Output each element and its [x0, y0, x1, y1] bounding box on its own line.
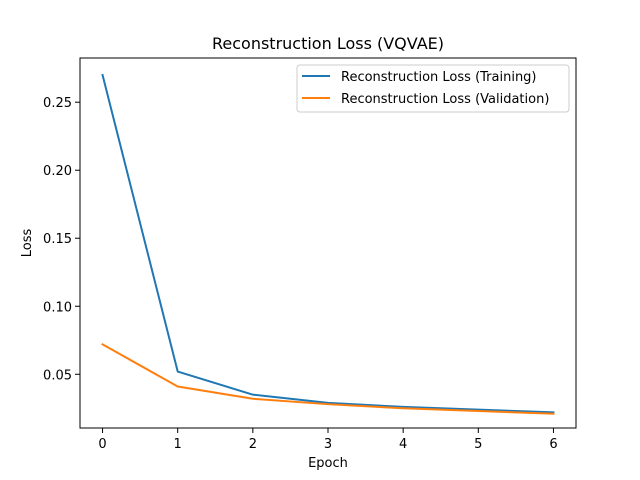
y-tick-label: 0.10	[43, 300, 72, 315]
x-tick-label: 3	[324, 437, 332, 452]
y-tick-label: 0.20	[43, 164, 72, 179]
chart-title: Reconstruction Loss (VQVAE)	[212, 34, 444, 53]
x-tick-label: 6	[549, 437, 557, 452]
legend-label: Reconstruction Loss (Validation)	[341, 92, 549, 107]
legend-box	[296, 64, 570, 113]
x-tick-label: 4	[399, 437, 407, 452]
x-axis: 0 1 2 3 4 5 6	[98, 428, 558, 452]
y-axis: 0.05 0.10 0.15 0.20 0.25	[43, 96, 80, 383]
legend-label: Reconstruction Loss (Training)	[341, 70, 537, 85]
x-axis-label: Epoch	[308, 456, 348, 471]
series-layer	[101, 73, 555, 415]
y-tick-label: 0.05	[43, 368, 72, 383]
x-tick-label: 0	[98, 437, 106, 452]
series-line-training	[101, 73, 555, 414]
legend: Reconstruction Loss (Training) Reconstruc…	[296, 64, 570, 113]
series-line-validation	[101, 342, 555, 415]
y-tick-label: 0.25	[43, 96, 72, 111]
x-tick-label: 5	[474, 437, 482, 452]
y-tick-label: 0.15	[43, 232, 72, 247]
y-axis-label: Loss	[20, 229, 35, 258]
x-tick-label: 1	[174, 437, 182, 452]
x-tick-label: 2	[249, 437, 257, 452]
